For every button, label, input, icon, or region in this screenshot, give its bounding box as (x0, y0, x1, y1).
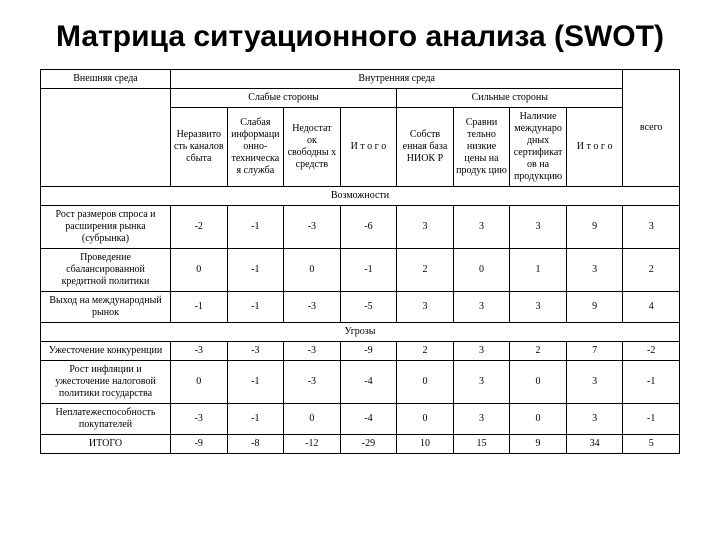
opp-cell-1-2: 0 (284, 248, 341, 291)
thr-cell-3-1: -8 (227, 434, 284, 453)
opp-cell-2-3: -5 (340, 291, 397, 322)
opp-cell-2-2: -3 (284, 291, 341, 322)
section-opportunities: Возможности (41, 186, 680, 205)
section-threats: Угрозы (41, 322, 680, 341)
header-internal: Внутренняя среда (171, 69, 623, 88)
thr-cell-1-1: -1 (227, 360, 284, 403)
thr-cell-2-2: 0 (284, 403, 341, 434)
opp-cell-1-3: -1 (340, 248, 397, 291)
thr-cell-2-7: 3 (566, 403, 623, 434)
thr-cell-0-6: 2 (510, 341, 567, 360)
thr-cell-1-5: 3 (453, 360, 510, 403)
header-strong: Сильные стороны (397, 88, 623, 107)
thr-cell-3-5: 15 (453, 434, 510, 453)
thr-label-2: Неплатежеспособность покупателей (41, 403, 171, 434)
table-row: ИТОГО-9-8-12-2910159345 (41, 434, 680, 453)
thr-cell-1-7: 3 (566, 360, 623, 403)
opp-cell-1-4: 2 (397, 248, 454, 291)
thr-cell-3-8: 5 (623, 434, 680, 453)
thr-cell-0-7: 7 (566, 341, 623, 360)
thr-cell-3-0: -9 (171, 434, 228, 453)
thr-cell-2-3: -4 (340, 403, 397, 434)
thr-cell-1-4: 0 (397, 360, 454, 403)
col-weak-0: Неразвито сть каналов сбыта (171, 107, 228, 186)
table-row: Выход на международный рынок-1-1-3-53339… (41, 291, 680, 322)
thr-cell-3-6: 9 (510, 434, 567, 453)
thr-cell-3-3: -29 (340, 434, 397, 453)
thr-label-3: ИТОГО (41, 434, 171, 453)
opp-cell-2-0: -1 (171, 291, 228, 322)
opp-cell-0-5: 3 (453, 205, 510, 248)
opp-cell-1-0: 0 (171, 248, 228, 291)
header-external: Внешняя среда (41, 69, 171, 88)
thr-label-0: Ужесточение конкуренции (41, 341, 171, 360)
thr-cell-0-4: 2 (397, 341, 454, 360)
thr-cell-0-2: -3 (284, 341, 341, 360)
thr-cell-2-4: 0 (397, 403, 454, 434)
header-blank (41, 88, 171, 186)
col-weak-1: Слабая информаци онно-техническая служба (227, 107, 284, 186)
table-row: Рост размеров спроса и расширения рынка … (41, 205, 680, 248)
opp-cell-2-8: 4 (623, 291, 680, 322)
thr-cell-0-5: 3 (453, 341, 510, 360)
thr-cell-2-5: 3 (453, 403, 510, 434)
opp-cell-1-7: 3 (566, 248, 623, 291)
thr-cell-1-8: -1 (623, 360, 680, 403)
thr-cell-0-3: -9 (340, 341, 397, 360)
col-weak-3: И т о г о (340, 107, 397, 186)
header-weak: Слабые стороны (171, 88, 397, 107)
opp-cell-1-6: 1 (510, 248, 567, 291)
col-weak-2: Недостат ок свободны х средств (284, 107, 341, 186)
thr-cell-3-4: 10 (397, 434, 454, 453)
opp-cell-0-6: 3 (510, 205, 567, 248)
thr-cell-1-3: -4 (340, 360, 397, 403)
opp-cell-2-6: 3 (510, 291, 567, 322)
col-strong-3: И т о г о (566, 107, 623, 186)
opp-cell-0-1: -1 (227, 205, 284, 248)
opp-cell-0-7: 9 (566, 205, 623, 248)
thr-cell-2-6: 0 (510, 403, 567, 434)
opp-cell-2-4: 3 (397, 291, 454, 322)
table-row: Ужесточение конкуренции-3-3-3-92327-2 (41, 341, 680, 360)
opp-label-1: Проведение сбалансированной кредитной по… (41, 248, 171, 291)
opp-cell-0-3: -6 (340, 205, 397, 248)
thr-cell-0-0: -3 (171, 341, 228, 360)
col-strong-0: Собств енная база НИОК Р (397, 107, 454, 186)
table-row: Неплатежеспособность покупателей-3-10-40… (41, 403, 680, 434)
thr-cell-2-8: -1 (623, 403, 680, 434)
thr-cell-0-1: -3 (227, 341, 284, 360)
thr-label-1: Рост инфляции и ужесточение налоговой по… (41, 360, 171, 403)
opp-cell-1-5: 0 (453, 248, 510, 291)
thr-cell-1-2: -3 (284, 360, 341, 403)
opp-cell-0-2: -3 (284, 205, 341, 248)
thr-cell-2-1: -1 (227, 403, 284, 434)
thr-cell-3-7: 34 (566, 434, 623, 453)
swot-table: Внешняя среда Внутренняя среда всего Сла… (40, 69, 680, 454)
opp-label-2: Выход на международный рынок (41, 291, 171, 322)
header-total: всего (623, 69, 680, 186)
opp-cell-2-5: 3 (453, 291, 510, 322)
opp-cell-2-1: -1 (227, 291, 284, 322)
thr-cell-1-0: 0 (171, 360, 228, 403)
col-strong-1: Сравни тельно низкие цены на продук цию (453, 107, 510, 186)
opp-cell-2-7: 9 (566, 291, 623, 322)
opp-cell-0-4: 3 (397, 205, 454, 248)
opp-cell-0-8: 3 (623, 205, 680, 248)
page-title: Матрица ситуационного анализа (SWOT) (40, 20, 680, 55)
col-strong-2: Наличие междунаро дных сертификат ов на … (510, 107, 567, 186)
thr-cell-2-0: -3 (171, 403, 228, 434)
table-row: Проведение сбалансированной кредитной по… (41, 248, 680, 291)
table-row: Рост инфляции и ужесточение налоговой по… (41, 360, 680, 403)
thr-cell-3-2: -12 (284, 434, 341, 453)
opp-cell-1-8: 2 (623, 248, 680, 291)
opp-label-0: Рост размеров спроса и расширения рынка … (41, 205, 171, 248)
opp-cell-0-0: -2 (171, 205, 228, 248)
thr-cell-0-8: -2 (623, 341, 680, 360)
thr-cell-1-6: 0 (510, 360, 567, 403)
opp-cell-1-1: -1 (227, 248, 284, 291)
